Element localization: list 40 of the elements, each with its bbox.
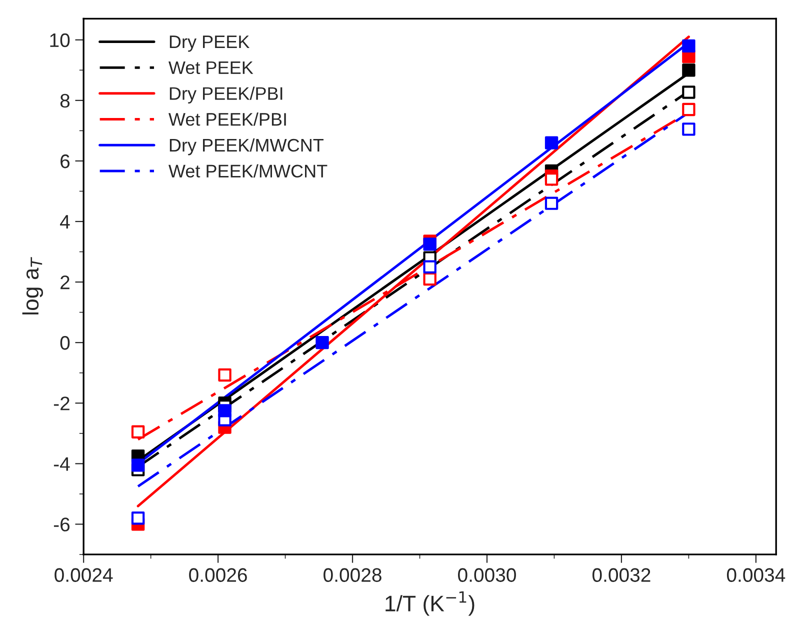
point bbox=[218, 404, 232, 418]
point bbox=[218, 368, 232, 382]
x-tick-label: 0.0024 bbox=[54, 568, 113, 582]
y-tick-label: 0 bbox=[60, 336, 70, 350]
x-axis-title: 1/T (K$^{−1}$) bbox=[386, 591, 474, 616]
point bbox=[423, 260, 436, 274]
point bbox=[316, 336, 329, 350]
point bbox=[544, 136, 558, 150]
point bbox=[423, 238, 436, 251]
legend-label: Dry PEEK/PBI bbox=[170, 86, 282, 104]
legend-label: Wet PEEK/PBI bbox=[168, 112, 286, 126]
legend-label: Dry PEEK bbox=[170, 36, 250, 52]
y-tick-label: 6 bbox=[60, 154, 70, 168]
x-tick-label: 0.0034 bbox=[726, 568, 786, 582]
y-tick-label: -6 bbox=[54, 518, 70, 532]
y-tick-label: 10 bbox=[50, 33, 70, 48]
y-tick-label: 4 bbox=[60, 215, 70, 229]
x-tick-label: 0.0026 bbox=[189, 568, 247, 582]
x-tick-label: 0.0028 bbox=[324, 568, 382, 582]
y-tick-label: -2 bbox=[54, 396, 70, 410]
point bbox=[544, 196, 558, 210]
point bbox=[682, 39, 696, 53]
point bbox=[682, 86, 696, 99]
point bbox=[423, 272, 436, 286]
y-axis-title: log a$_{T}$ bbox=[22, 257, 44, 314]
point bbox=[682, 122, 696, 136]
x-tick-label: 0.0030 bbox=[458, 568, 516, 582]
point bbox=[682, 64, 696, 77]
point bbox=[544, 172, 558, 186]
y-tick-label: 2 bbox=[60, 276, 70, 290]
y-tick-label: -4 bbox=[54, 457, 70, 471]
legend-label: Wet PEEK/MWCNT bbox=[168, 164, 328, 178]
point bbox=[131, 512, 145, 525]
x-tick-label: 0.0032 bbox=[592, 568, 650, 582]
point bbox=[131, 425, 145, 438]
point bbox=[131, 458, 145, 472]
point bbox=[682, 102, 696, 116]
legend-label: Wet PEEK bbox=[168, 61, 254, 74]
y-tick-label: 8 bbox=[60, 94, 70, 108]
legend-label: Dry PEEK/MWCNT bbox=[170, 138, 324, 156]
